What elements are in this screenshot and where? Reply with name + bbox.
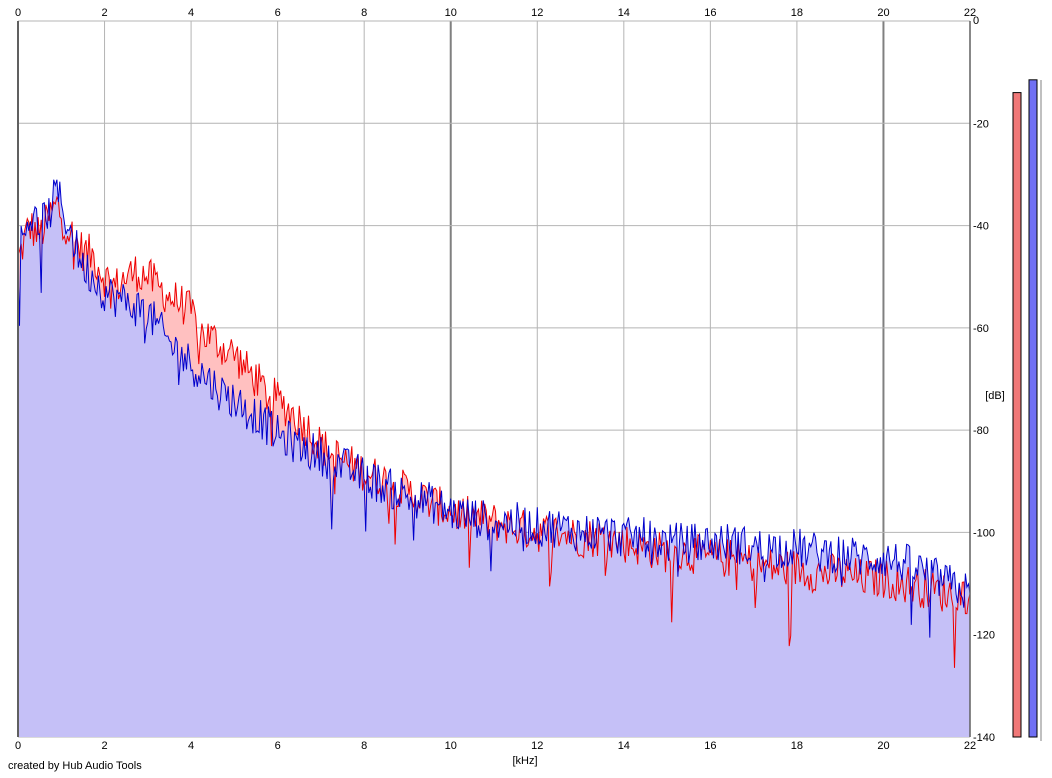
y-tick-label: -80 [973, 425, 989, 437]
series-lines [17, 179, 971, 668]
x-tick-label-top: 8 [361, 7, 367, 19]
x-tick-label-bottom: 22 [964, 740, 976, 752]
x-tick-label-top: 12 [531, 7, 543, 19]
y-ticks: 0 -20 -40 -60 -80 -100 -120 -140 [973, 15, 995, 744]
x-ticks-bottom: 0 2 4 6 8 10 12 14 16 18 20 22 [15, 740, 976, 752]
x-ticks-top: 0 2 4 6 8 10 12 14 16 18 20 22 [15, 7, 976, 19]
x-tick-label-top: 4 [188, 7, 194, 19]
y-tick-label: -40 [973, 221, 989, 233]
x-tick-label-top: 2 [101, 7, 107, 19]
x-tick-label-bottom: 2 [101, 740, 107, 752]
x-tick-label-top: 16 [704, 7, 716, 19]
x-tick-label-bottom: 0 [15, 740, 21, 752]
x-tick-label-bottom: 10 [445, 740, 457, 752]
blue-series-area [18, 179, 970, 737]
red-level-meter [1012, 92, 1022, 738]
y-tick-label: -60 [973, 323, 989, 335]
x-tick-label-top: 20 [877, 7, 889, 19]
blue-series-line [17, 179, 971, 638]
series-fills [18, 179, 970, 738]
y-axis-label: [dB] [985, 390, 1005, 402]
x-tick-label-bottom: 12 [531, 740, 543, 752]
x-tick-label-top: 22 [964, 7, 976, 19]
x-tick-label-top: 18 [791, 7, 803, 19]
plot-frame [17, 21, 971, 737]
level-meters [1012, 79, 1042, 741]
x-tick-label-top: 10 [445, 7, 457, 19]
blue-level-meter [1028, 79, 1038, 738]
x-tick-label-bottom: 20 [877, 740, 889, 752]
x-tick-label-top: 0 [15, 7, 21, 19]
y-tick-label: -120 [973, 630, 995, 642]
x-tick-label-bottom: 8 [361, 740, 367, 752]
x-tick-label-bottom: 6 [275, 740, 281, 752]
x-tick-label-bottom: 16 [704, 740, 716, 752]
red-series-line [17, 195, 971, 668]
y-tick-label: -20 [973, 118, 989, 130]
x-tick-label-top: 14 [618, 7, 630, 19]
credit-text: created by Hub Audio Tools [8, 760, 142, 772]
x-tick-label-bottom: 4 [188, 740, 194, 752]
y-tick-label: -140 [973, 732, 995, 744]
x-axis-label: [kHz] [512, 755, 537, 767]
x-tick-label-bottom: 18 [791, 740, 803, 752]
x-tick-label-bottom: 14 [618, 740, 630, 752]
y-tick-label: 0 [973, 15, 979, 27]
y-tick-label: -100 [973, 527, 995, 539]
x-tick-label-top: 6 [275, 7, 281, 19]
